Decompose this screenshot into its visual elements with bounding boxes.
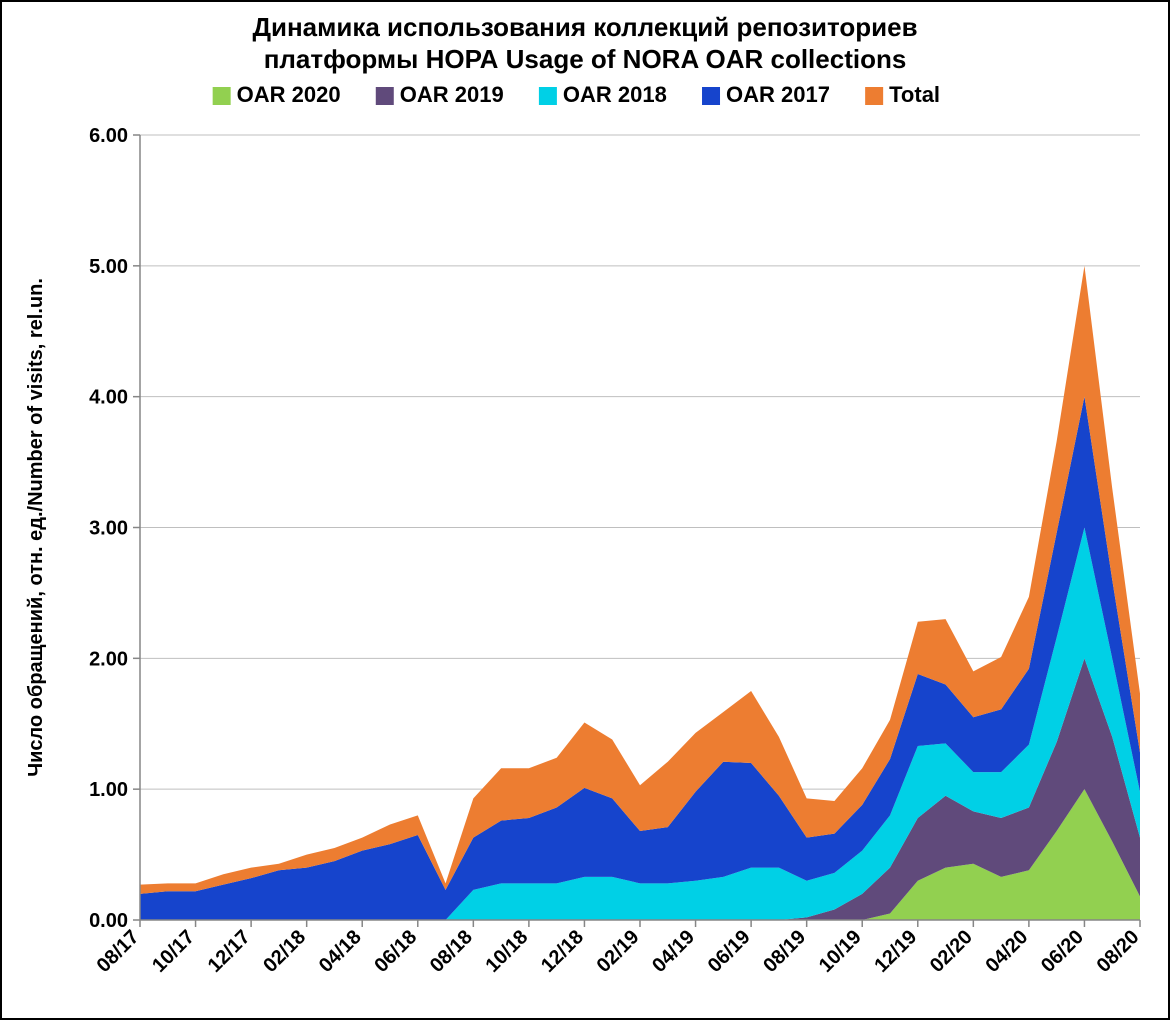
y-tick-label: 3.00 bbox=[89, 518, 128, 540]
legend-swatch bbox=[376, 87, 394, 105]
y-tick-label: 5.00 bbox=[89, 256, 128, 278]
chart-title-line1: Динамика использования коллекций репозит… bbox=[252, 12, 917, 42]
legend-label: OAR 2018 bbox=[563, 82, 667, 107]
y-tick-label: 4.00 bbox=[89, 387, 128, 409]
legend-swatch bbox=[213, 87, 231, 105]
y-tick-label: 2.00 bbox=[89, 648, 128, 670]
chart-svg: Динамика использования коллекций репозит… bbox=[0, 0, 1170, 1020]
legend-swatch bbox=[865, 87, 883, 105]
legend-swatch bbox=[702, 87, 720, 105]
y-tick-label: 1.00 bbox=[89, 779, 128, 801]
legend-label: OAR 2019 bbox=[400, 82, 504, 107]
legend-label: OAR 2020 bbox=[237, 82, 341, 107]
legend-label: Total bbox=[889, 82, 940, 107]
y-axis-title: Число обращений, отн. ед./Number of visi… bbox=[25, 278, 47, 777]
chart-container: Динамика использования коллекций репозит… bbox=[0, 0, 1170, 1020]
y-tick-label: 0.00 bbox=[89, 910, 128, 932]
chart-title-line2: платформы НОРА Usage of NORA OAR collect… bbox=[264, 44, 907, 74]
legend-label: OAR 2017 bbox=[726, 82, 830, 107]
y-tick-label: 6.00 bbox=[89, 125, 128, 147]
legend-swatch bbox=[539, 87, 557, 105]
